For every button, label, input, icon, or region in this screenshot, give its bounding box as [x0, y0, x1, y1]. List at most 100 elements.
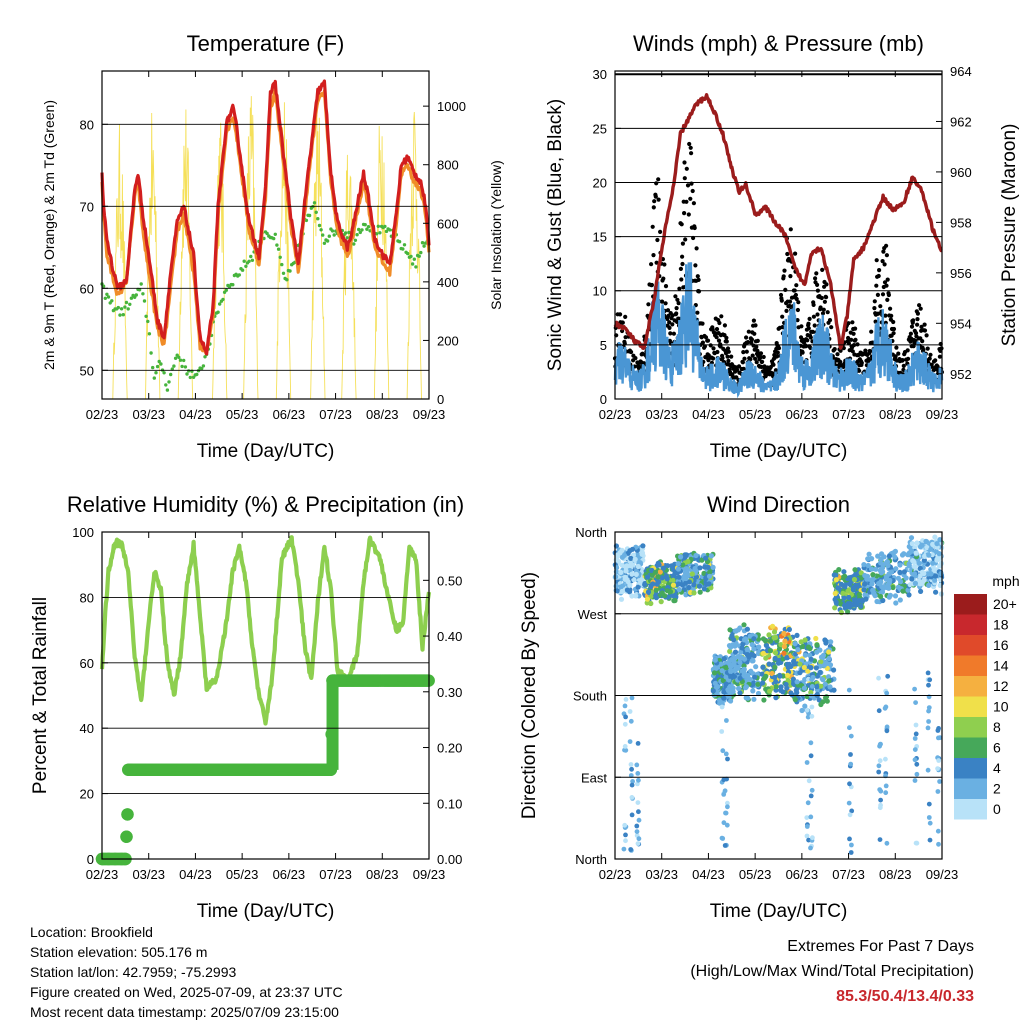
dewpoint-point [412, 257, 416, 261]
gust-point [859, 360, 864, 365]
direction-point [655, 574, 661, 580]
gust-point [705, 338, 711, 343]
y-right-tick-label: 964 [950, 64, 972, 79]
gust-point [623, 314, 628, 319]
direction-point [876, 769, 882, 775]
gust-point [924, 333, 929, 338]
gust-point [878, 304, 883, 309]
plot-frame [614, 70, 943, 400]
direction-point [912, 580, 919, 587]
direction-point [876, 581, 882, 587]
gust-point [702, 344, 708, 349]
gust-point [805, 338, 810, 343]
direction-point [788, 690, 794, 696]
direction-point [877, 758, 883, 764]
gust-point [877, 268, 882, 273]
dewpoint-point [119, 307, 124, 311]
gust-point [711, 346, 716, 351]
gust-point [708, 343, 713, 348]
gust-point [812, 323, 817, 328]
gust-point [752, 331, 757, 336]
chart-title: Winds (mph) & Pressure (mb) [633, 31, 924, 56]
gust-point [744, 349, 749, 354]
dewpoint-point [278, 255, 282, 259]
direction-point [926, 582, 932, 589]
direction-point [724, 718, 729, 723]
direction-point [773, 634, 779, 641]
dewpoint-point [237, 273, 241, 277]
legend-swatch [954, 717, 987, 738]
direction-point [682, 570, 689, 576]
chart-title: Relative Humidity (%) & Precipitation (i… [67, 492, 464, 517]
direction-point [897, 562, 903, 568]
gust-point [799, 324, 804, 329]
direction-point [760, 650, 766, 657]
direction-point [756, 644, 762, 650]
dewpoint-point [249, 254, 253, 259]
direction-point [727, 627, 733, 633]
direction-point [925, 725, 931, 731]
direction-point [861, 587, 867, 593]
gust-point [651, 253, 656, 258]
direction-point [762, 638, 769, 644]
gust-point [909, 324, 915, 329]
gust-point [779, 298, 784, 303]
y-right-tick-label: 958 [950, 215, 972, 230]
direction-point [744, 651, 750, 658]
direction-point [619, 588, 625, 595]
gust-point [778, 292, 784, 298]
y-tick-label: East [581, 770, 607, 785]
legend-title: mph [992, 573, 1019, 589]
direction-point [806, 644, 812, 650]
direction-point [676, 574, 682, 580]
gust-point [656, 197, 661, 202]
gust-point [684, 166, 689, 171]
gust-point [884, 283, 889, 288]
direction-point [748, 668, 754, 674]
gust-point [808, 345, 813, 350]
direction-point [893, 566, 899, 572]
x-tick-label: 09/23 [926, 867, 959, 882]
x-tick-label: 04/23 [692, 867, 725, 882]
direction-point [721, 656, 727, 662]
gust-point [855, 342, 860, 347]
direction-point [763, 655, 769, 661]
direction-point [884, 728, 890, 734]
direction-point [750, 688, 756, 694]
direction-point [792, 697, 798, 703]
direction-point [927, 820, 933, 826]
direction-point [848, 752, 853, 757]
humidity-chart [95, 535, 435, 866]
direction-point [930, 560, 936, 566]
dewpoint-point [159, 362, 163, 366]
direction-point [693, 552, 699, 559]
direction-point [721, 689, 727, 695]
dewpoint-point [247, 259, 251, 263]
direction-point [906, 592, 912, 598]
extremes-values: 85.3/50.4/13.4/0.33 [836, 988, 974, 1005]
solar-day-line [177, 109, 194, 400]
y-tick-label: 60 [80, 281, 94, 296]
gust-point [891, 326, 897, 332]
direction-point [628, 555, 634, 562]
direction-point [631, 577, 637, 583]
y-axis-label-left: 2m & 9m T (Red, Orange) & 2m Td (Green) [41, 100, 57, 370]
direction-point [711, 670, 718, 676]
x-axis-label: Time (Day/UTC) [197, 901, 335, 922]
direction-point [826, 678, 832, 684]
gust-point [913, 331, 919, 336]
direction-point [621, 846, 627, 852]
direction-point [697, 589, 703, 595]
direction-point [805, 800, 811, 806]
direction-point [761, 697, 767, 703]
direction-point [670, 582, 677, 588]
direction-point [683, 580, 689, 586]
gust-point [820, 267, 825, 272]
rain-point [125, 763, 138, 776]
dewpoint-point [178, 358, 183, 362]
dewpoint-point [123, 305, 127, 309]
direction-point [785, 664, 791, 671]
direction-point [876, 675, 881, 681]
direction-point [865, 556, 871, 562]
direction-point [753, 664, 759, 670]
